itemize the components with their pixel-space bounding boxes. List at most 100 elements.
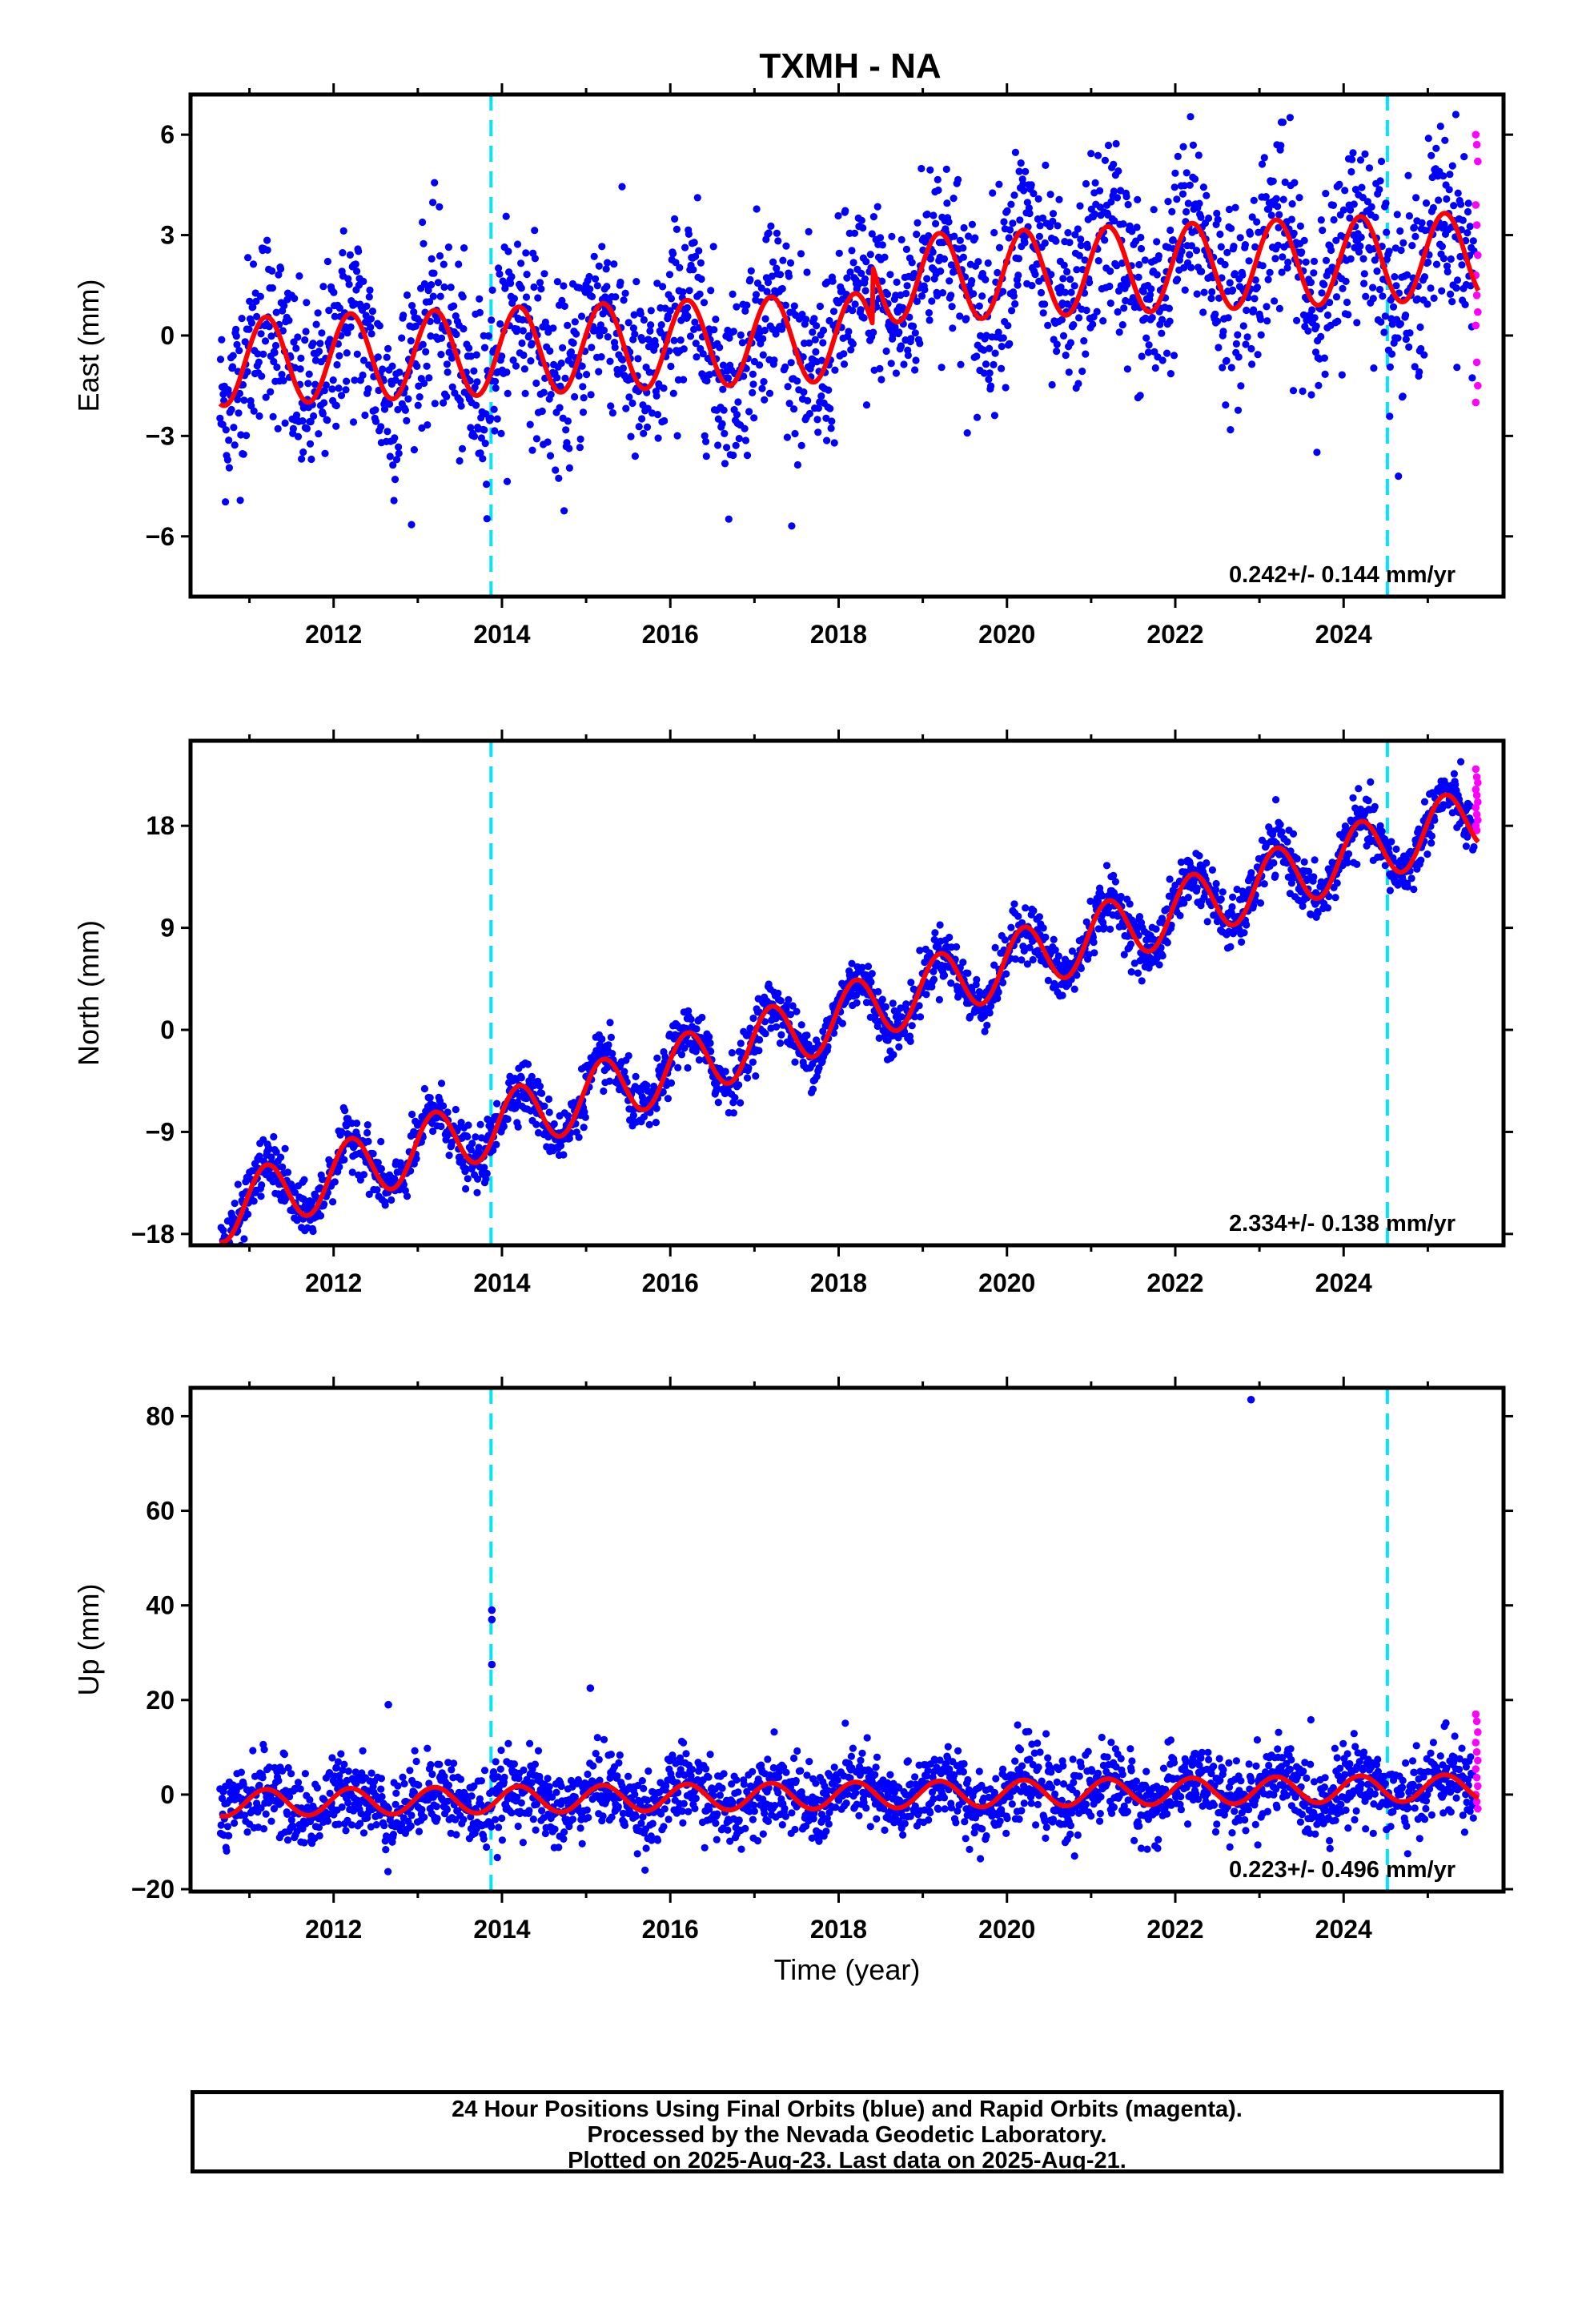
point-north — [283, 1168, 292, 1176]
point-east — [416, 393, 424, 401]
point-east — [657, 321, 665, 329]
point-east — [557, 359, 565, 368]
point-east — [982, 275, 990, 283]
point-east — [343, 349, 351, 357]
point-east — [575, 372, 583, 380]
point-east — [1251, 295, 1259, 303]
point-east — [834, 211, 842, 220]
point-east — [648, 409, 656, 417]
point-east — [1170, 352, 1178, 360]
point-east — [732, 441, 740, 449]
point-north — [580, 1124, 588, 1132]
point-east — [652, 341, 660, 349]
point-east — [814, 428, 822, 436]
point-east — [758, 384, 766, 392]
point-north — [329, 1198, 337, 1206]
point-east — [1138, 352, 1146, 360]
point-east — [908, 259, 916, 267]
point-east — [1394, 334, 1402, 342]
point-north — [959, 959, 967, 967]
point-east — [396, 368, 404, 376]
point-east — [1424, 135, 1432, 143]
point-east — [440, 283, 448, 292]
point-north — [1450, 770, 1458, 778]
point-east — [892, 369, 900, 377]
point-north — [474, 1175, 482, 1183]
point-east — [790, 302, 798, 310]
point-east — [1279, 119, 1287, 127]
point-north — [1457, 758, 1465, 766]
point-north — [363, 1128, 371, 1137]
point-east — [319, 409, 327, 418]
point-east — [1004, 322, 1012, 330]
point-east — [1335, 180, 1343, 188]
point-east — [913, 231, 921, 239]
point-north — [706, 1039, 714, 1047]
point-east — [686, 332, 695, 340]
point-east — [759, 351, 767, 359]
point-east — [560, 302, 568, 310]
point-east — [271, 348, 279, 356]
point-east — [632, 278, 640, 286]
point-east — [367, 330, 375, 338]
point-east — [587, 391, 595, 399]
point-east — [873, 203, 881, 211]
point-east — [1445, 186, 1453, 194]
point-east — [971, 234, 979, 242]
point-north — [878, 995, 886, 1003]
point-east — [1158, 329, 1166, 337]
point-east — [274, 424, 282, 433]
point-east — [1399, 239, 1407, 247]
point-east — [488, 316, 496, 324]
point-east — [567, 348, 576, 356]
point-east — [763, 287, 771, 296]
point-east — [401, 406, 409, 414]
point-east — [783, 433, 792, 441]
point-east — [1386, 363, 1394, 371]
point-east — [956, 236, 964, 244]
point-east — [546, 452, 555, 460]
point-north — [793, 1007, 801, 1015]
point-north — [749, 1014, 757, 1023]
rapid-point-east — [1472, 398, 1480, 407]
point-east — [673, 225, 681, 233]
point-east — [773, 264, 781, 272]
point-east — [544, 438, 552, 446]
point-north — [512, 1104, 520, 1112]
point-east — [472, 351, 480, 359]
point-east — [1293, 316, 1301, 324]
point-north — [320, 1200, 328, 1208]
point-east — [1014, 255, 1023, 263]
point-east — [695, 247, 703, 255]
point-north — [946, 933, 954, 942]
point-east — [450, 302, 458, 310]
point-east — [255, 358, 263, 366]
point-north — [381, 1201, 389, 1209]
point-east — [990, 360, 998, 368]
point-east — [497, 429, 505, 438]
point-east — [1150, 206, 1158, 214]
point-north — [1090, 939, 1098, 947]
point-east — [436, 292, 444, 300]
point-east — [761, 326, 769, 335]
point-up — [217, 1821, 225, 1829]
point-north — [714, 1099, 722, 1107]
point-north — [560, 1151, 568, 1159]
point-east — [829, 308, 838, 316]
point-east — [429, 292, 437, 300]
point-north — [687, 1015, 695, 1023]
point-north — [356, 1176, 364, 1184]
point-east — [563, 439, 571, 447]
point-east — [1279, 195, 1287, 203]
point-north — [986, 1009, 994, 1017]
point-north — [674, 1063, 682, 1072]
point-north — [365, 1190, 373, 1198]
point-east — [729, 290, 737, 298]
point-east — [835, 249, 843, 257]
point-east — [1199, 183, 1207, 191]
point-east — [1263, 303, 1271, 311]
point-east — [923, 210, 931, 219]
point-east — [504, 389, 512, 397]
point-east — [275, 271, 283, 279]
x-tick-label-north: 2016 — [642, 1269, 699, 1297]
